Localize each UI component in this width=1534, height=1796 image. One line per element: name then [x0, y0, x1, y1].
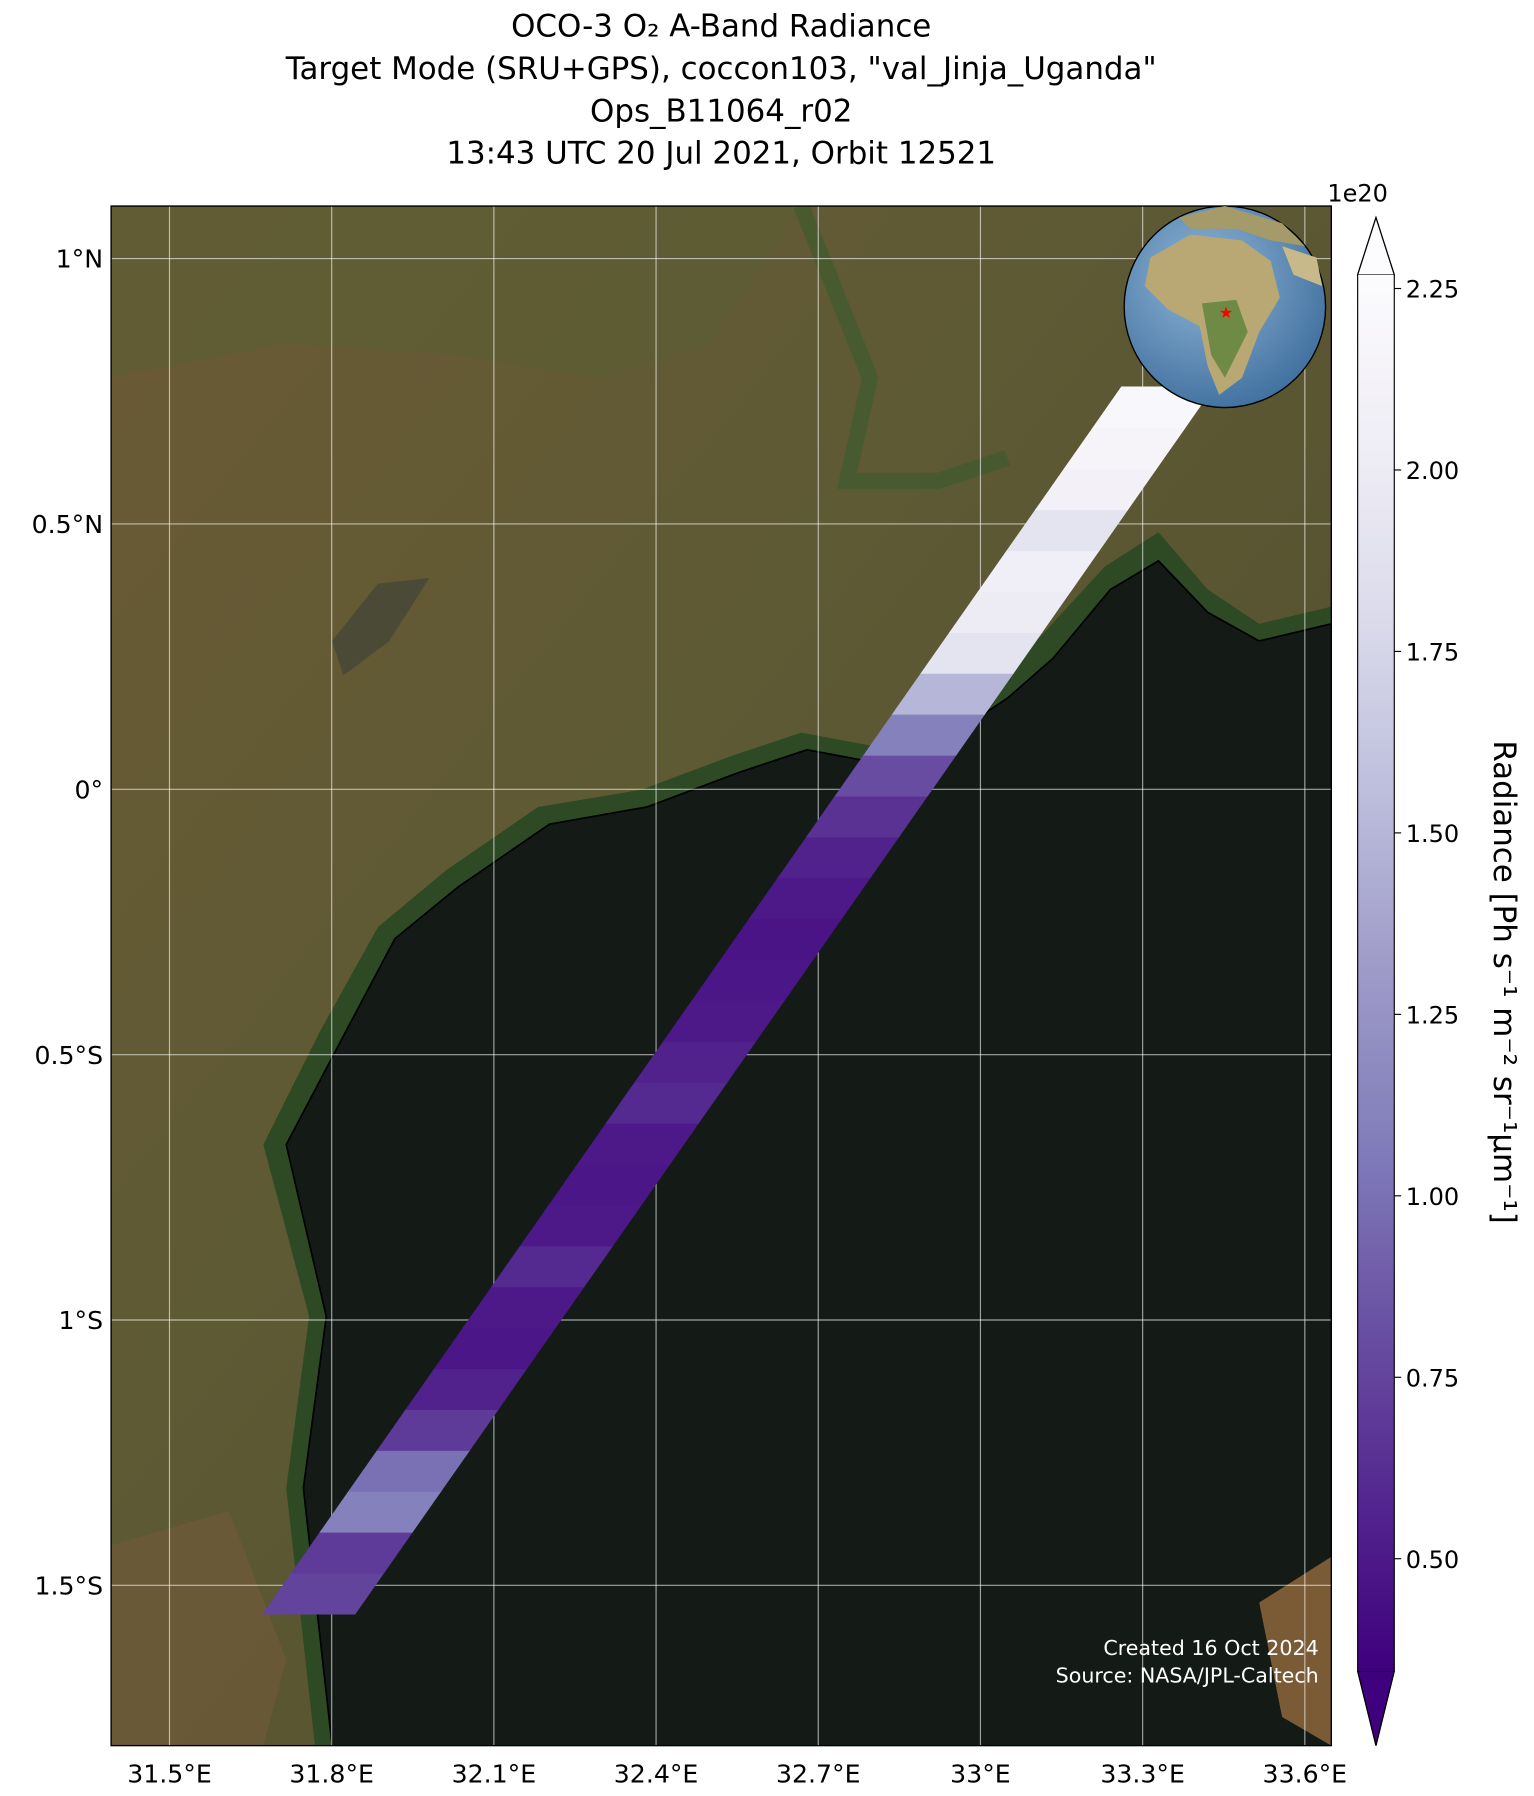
x-tick-label: 31.8°E: [289, 1759, 374, 1788]
colorbar: 0.50 0.75 1.00 1.25 1.50 1.75 2.00 2.25 1e20 Radi…: [1327, 179, 1522, 1746]
swath: [262, 386, 1215, 1615]
axes: 31.5°E 31.8°E 32.1°E 32.4°E 32.7°E 33°E 33.3°E…: [32, 245, 1347, 1789]
map-frame: [110, 205, 1333, 1747]
x-tick-label: 32.4°E: [614, 1759, 699, 1788]
title-line: Target Mode (SRU+GPS), coccon103, "val_J…: [285, 51, 1157, 87]
x-tick-label: 33.3°E: [1100, 1759, 1185, 1788]
colorbar-tick-label: 1.75: [1406, 639, 1459, 667]
title-line: OCO-3 O₂ A-Band Radiance: [511, 9, 931, 45]
credit-line: Created 16 Oct 2024: [1103, 1636, 1318, 1660]
x-tick-label: 32.7°E: [776, 1759, 861, 1788]
globe-inset: ★: [1123, 205, 1327, 409]
title-line: Ops_B11064_r02: [590, 93, 852, 129]
colorbar-label: Radiance [Ph s⁻¹ m⁻² sr⁻¹μm⁻¹]: [1486, 740, 1522, 1223]
y-tick-label: 1.5°S: [34, 1572, 103, 1601]
x-tick-label: 31.5°E: [127, 1759, 212, 1788]
colorbar-tick-label: 1.25: [1406, 1002, 1459, 1030]
credit-line: Source: NASA/JPL-Caltech: [1056, 1664, 1319, 1688]
y-tick-label: 1°S: [58, 1306, 103, 1335]
title-line: 13:43 UTC 20 Jul 2021, Orbit 12521: [446, 136, 996, 172]
x-tick-label: 33°E: [950, 1759, 1011, 1788]
colorbar-offset: 1e20: [1327, 179, 1388, 207]
colorbar-gradient: [1357, 274, 1395, 1672]
y-tick-label: 0.5°N: [32, 510, 103, 539]
y-tick-label: 1°N: [56, 245, 103, 274]
colorbar-tick-label: 1.50: [1406, 820, 1459, 848]
y-tick-label: 0°: [74, 775, 103, 804]
colorbar-tick-label: 0.50: [1406, 1546, 1459, 1574]
colorbar-tick-label: 0.75: [1406, 1364, 1459, 1392]
colorbar-extend-min: [1356, 1670, 1396, 1746]
title: OCO-3 O₂ A-Band Radiance Target Mode (SRU…: [285, 9, 1157, 172]
colorbar-tick-label: 1.00: [1406, 1183, 1459, 1211]
svg-text:★: ★: [1219, 303, 1233, 322]
colorbar-tick-label: 2.25: [1406, 276, 1459, 304]
x-tick-label: 32.1°E: [452, 1759, 537, 1788]
credits: Created 16 Oct 2024 Source: NASA/JPL-Calt…: [1056, 1636, 1319, 1687]
colorbar-outline: [1357, 215, 1395, 1746]
y-tick-label: 0.5°S: [34, 1041, 103, 1070]
colorbar-extend-max: [1356, 215, 1396, 276]
x-tick-label: 33.6°E: [1263, 1759, 1348, 1788]
colorbar-tick-label: 2.00: [1406, 457, 1459, 485]
